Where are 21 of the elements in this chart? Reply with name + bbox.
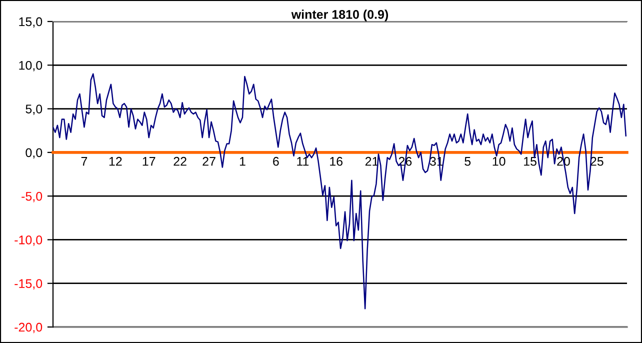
y-tick-label: -5,0: [22, 192, 42, 202]
x-tick-label: 15: [524, 157, 536, 166]
y-tick-label: -10,0: [14, 236, 42, 246]
x-tick-label: 1: [240, 157, 246, 166]
x-tick-label: 16: [330, 156, 342, 166]
y-tick-label: 10,0: [19, 60, 42, 72]
y-tick-label: -20,0: [14, 322, 42, 334]
y-tick-label: 0,0: [26, 148, 42, 159]
x-tick-label: 5: [464, 157, 471, 166]
x-tick-label: 7: [81, 157, 88, 166]
x-tick-label: 22: [174, 156, 186, 166]
chart-title: winter 1810 (0.9): [291, 10, 388, 22]
x-tick-label: 11: [297, 157, 309, 166]
y-tick-label: -15,0: [14, 279, 42, 290]
x-tick-label: 27: [202, 156, 216, 166]
x-tick-label: 6: [273, 156, 279, 166]
x-tick-label: 17: [142, 157, 156, 166]
y-tick-label: 5,0: [26, 104, 42, 115]
x-tick-label: 10: [492, 156, 506, 166]
x-tick-label: 12: [109, 156, 122, 166]
y-tick-label: 15,0: [19, 17, 42, 28]
